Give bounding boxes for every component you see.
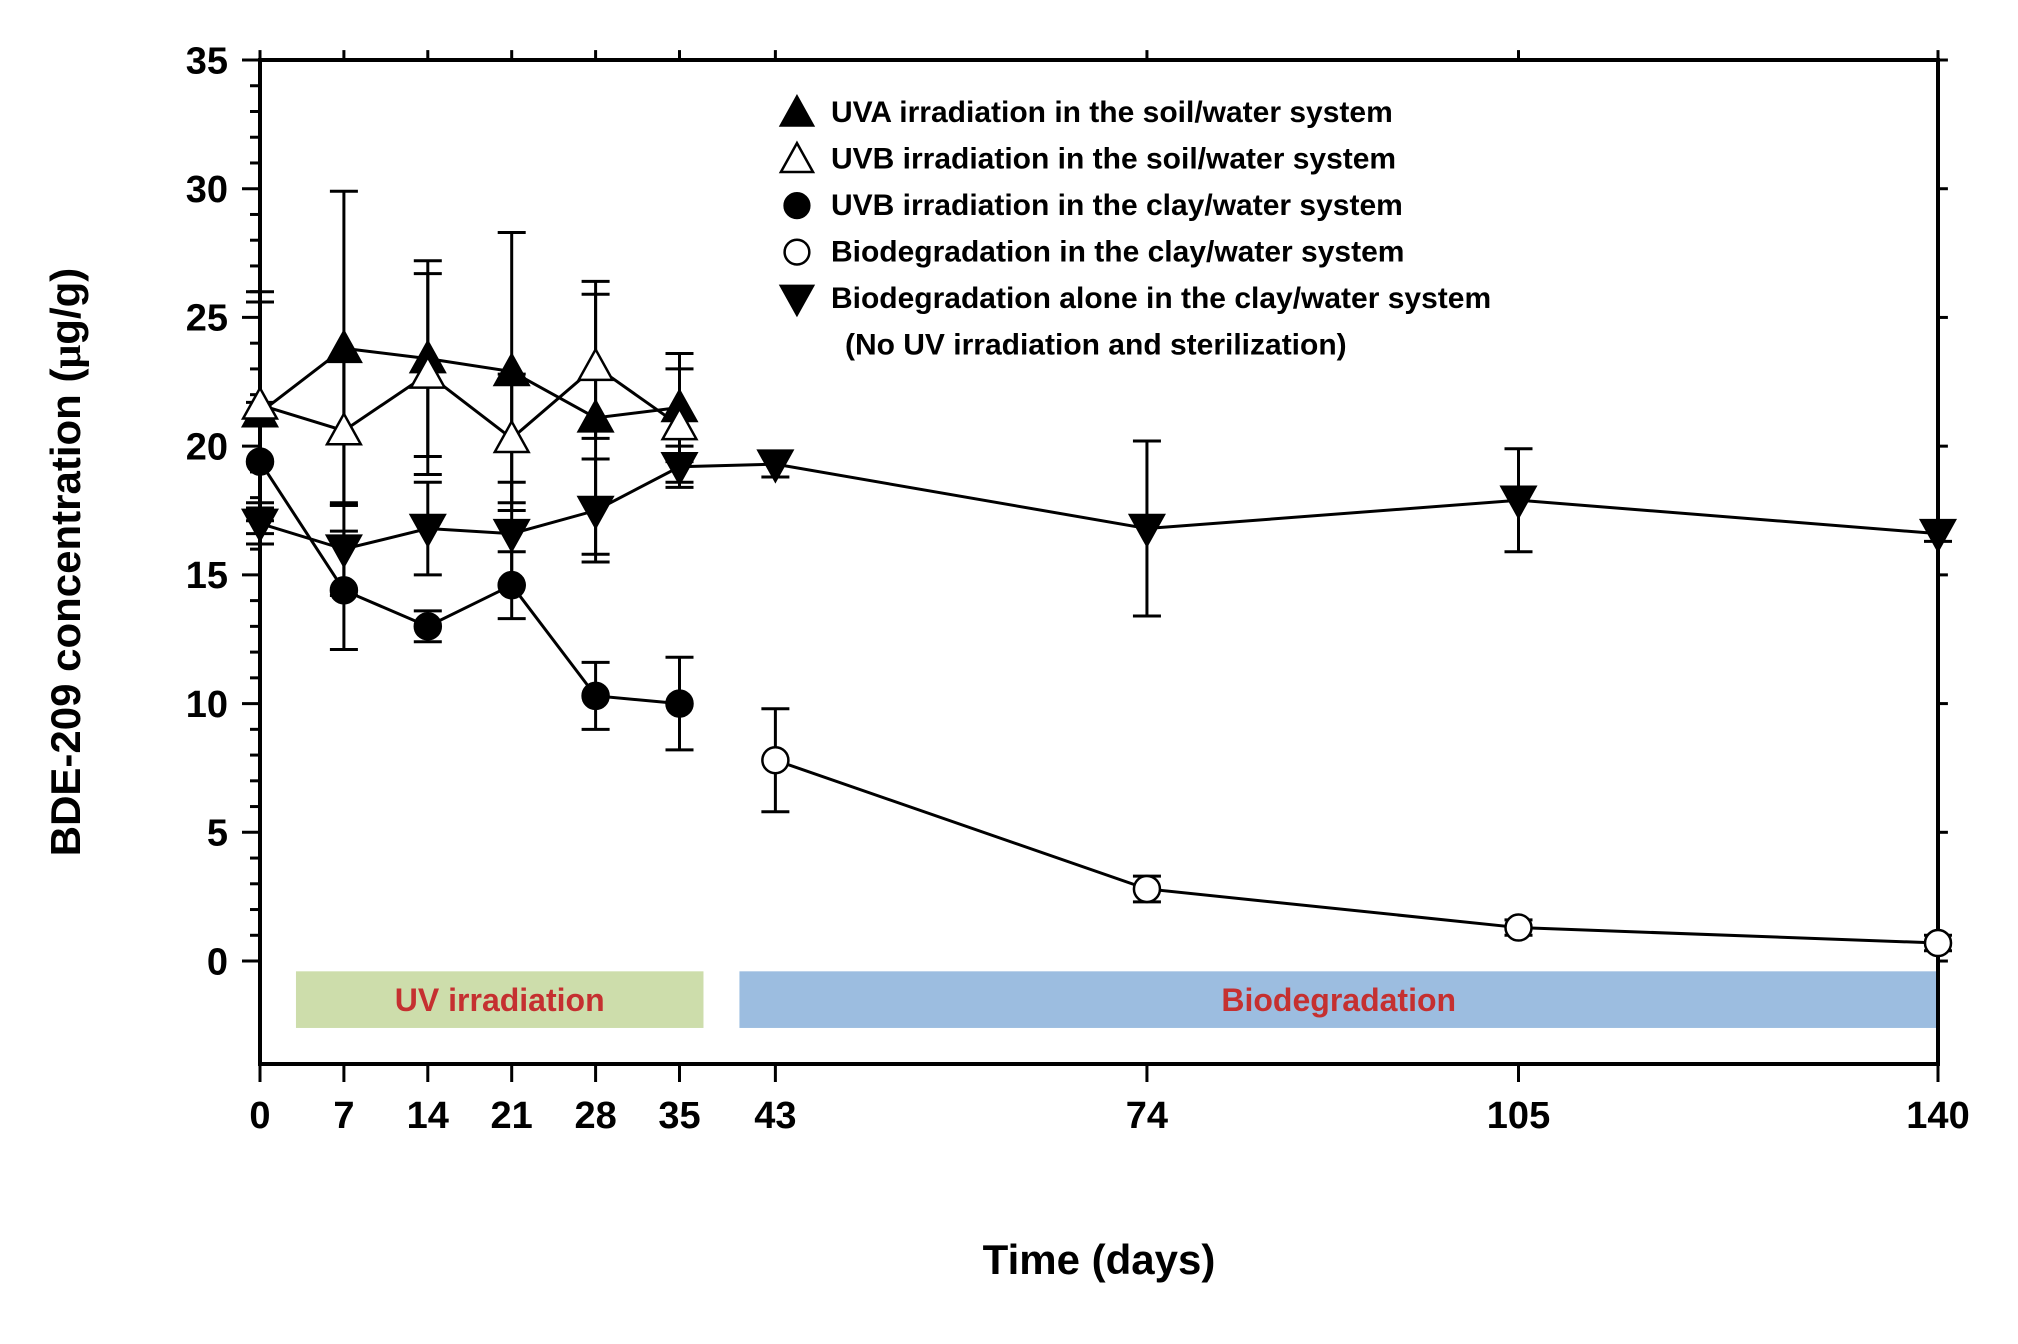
xtick-label: 0 xyxy=(249,1095,270,1137)
phase-label-1: Biodegradation xyxy=(1221,982,1456,1018)
phase-label-0: UV irradiation xyxy=(395,982,605,1018)
legend-label: Biodegradation in the clay/water system xyxy=(831,236,1405,269)
xtick-label: 35 xyxy=(658,1095,700,1137)
ytick-label: 0 xyxy=(207,941,228,983)
ytick-label: 10 xyxy=(186,684,228,726)
legend-sublabel: (No UV irradiation and sterilization) xyxy=(845,329,1347,362)
y-axis-label: BDE-209 concentration (μg/g) xyxy=(42,268,90,857)
chart-container: UV irradiation Biodegradation 0 5 10 15 20 25 30… xyxy=(0,0,2018,1344)
xtick-label: 28 xyxy=(574,1095,616,1137)
ytick-label: 35 xyxy=(186,40,228,82)
ytick-label: 30 xyxy=(186,169,228,211)
ytick-label: 15 xyxy=(186,555,228,597)
ytick-label: 25 xyxy=(186,298,228,340)
legend-label: UVB irradiation in the soil/water system xyxy=(831,143,1396,176)
legend-label: Biodegradation alone in the clay/water s… xyxy=(831,282,1491,315)
xtick-label: 7 xyxy=(333,1095,354,1137)
bde209-chart: UV irradiation Biodegradation 0 5 10 15 20 25 30… xyxy=(0,0,2018,1344)
xtick-label: 74 xyxy=(1126,1095,1168,1137)
ytick-label: 20 xyxy=(186,426,228,468)
xtick-label: 140 xyxy=(1906,1095,1969,1137)
legend-label: UVB irradiation in the clay/water system xyxy=(831,189,1403,222)
xtick-label: 105 xyxy=(1487,1095,1550,1137)
xtick-label: 14 xyxy=(407,1095,449,1137)
xtick-label: 21 xyxy=(491,1095,533,1137)
xtick-label: 43 xyxy=(754,1095,796,1137)
ytick-label: 5 xyxy=(207,813,228,855)
x-axis-label: Time (days) xyxy=(983,1236,1216,1283)
legend-label: UVA irradiation in the soil/water system xyxy=(831,96,1393,129)
